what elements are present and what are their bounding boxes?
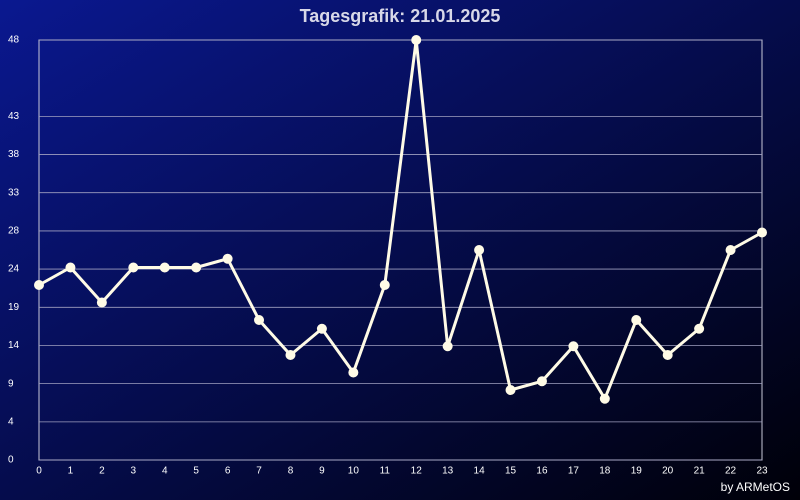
data-point: [34, 280, 44, 290]
data-point: [694, 323, 705, 334]
x-tick-label: 2: [99, 466, 105, 477]
data-point: [348, 367, 359, 378]
x-tick-label: 17: [568, 466, 580, 477]
data-point: [316, 323, 327, 334]
y-tick-label: 0: [8, 455, 14, 466]
y-tick-label: 14: [8, 340, 20, 351]
x-tick-label: 21: [694, 466, 706, 477]
data-point: [222, 253, 233, 264]
data-point: [662, 350, 673, 360]
y-tick-label: 19: [8, 302, 20, 313]
x-tick-label: 22: [725, 466, 737, 477]
y-tick-label: 28: [8, 226, 20, 237]
data-point: [757, 227, 767, 238]
data-point: [159, 262, 170, 273]
data-point: [442, 341, 453, 352]
x-tick-label: 4: [162, 466, 168, 477]
x-tick-label: 6: [225, 466, 231, 477]
data-point: [725, 245, 736, 255]
data-point: [379, 280, 390, 290]
data-point: [191, 262, 202, 273]
data-point: [96, 297, 107, 308]
x-tick-label: 0: [36, 466, 42, 477]
x-tick-label: 15: [505, 466, 517, 477]
y-tick-label: 4: [8, 416, 14, 427]
x-tick-label: 20: [662, 466, 674, 477]
data-line: [38, 38, 763, 401]
data-point: [536, 376, 547, 387]
footer: by ARMetOS: [721, 480, 790, 494]
data-point: [65, 262, 76, 273]
x-tick-label: 9: [319, 466, 325, 477]
x-tick-label: 7: [256, 466, 262, 477]
x-tick-label: 3: [131, 466, 137, 477]
x-tick-label: 11: [380, 466, 391, 477]
data-point: [411, 35, 422, 45]
y-tick-label: 24: [8, 264, 20, 275]
x-tick-label: 19: [631, 466, 643, 477]
y-tick-label: 38: [8, 149, 20, 160]
data-point: [631, 315, 642, 325]
x-tick-label: 10: [348, 466, 360, 477]
data-point: [505, 385, 516, 395]
data-point: [599, 393, 610, 404]
y-tick-label: 48: [8, 35, 20, 46]
x-tick-label: 13: [442, 466, 454, 477]
y-tick-label: 33: [8, 187, 20, 198]
x-tick-label: 12: [411, 466, 423, 477]
x-tick-label: 14: [474, 466, 486, 477]
y-tick-label: 9: [8, 378, 14, 389]
y-tick-label: 43: [8, 111, 20, 122]
data-point: [285, 350, 296, 360]
data-point: [254, 315, 265, 325]
data-point: [474, 245, 485, 255]
x-tick-label: 1: [68, 466, 74, 477]
data-point: [128, 262, 139, 273]
x-tick-label: 16: [536, 466, 548, 477]
x-tick-label: 5: [193, 466, 199, 477]
chart-title: Tagesgrafik: 21.01.2025: [300, 6, 501, 26]
x-tick-label: 18: [599, 466, 611, 477]
data-point: [568, 341, 579, 352]
x-tick-label: 23: [756, 466, 768, 477]
x-tick-label: 8: [288, 466, 294, 477]
